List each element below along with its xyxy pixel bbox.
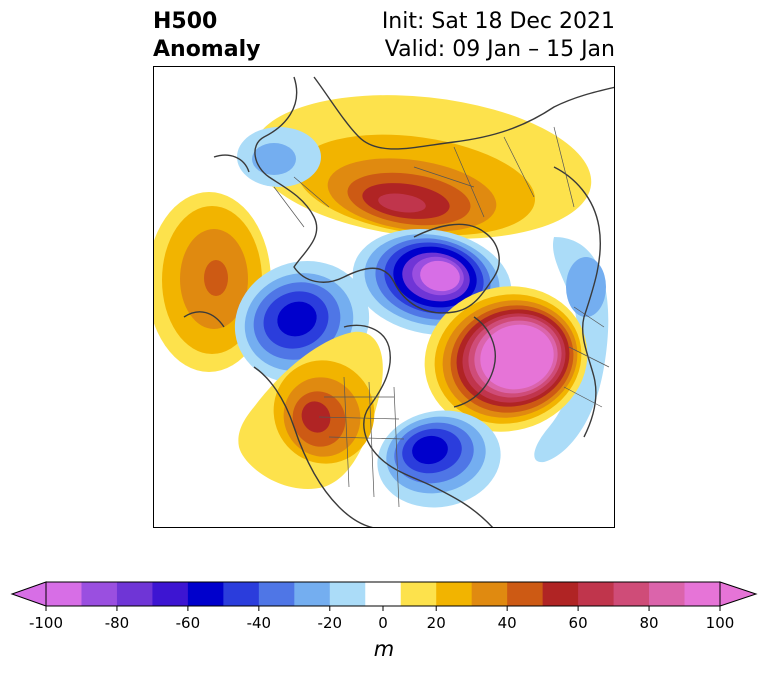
colorbar-extend-high	[719, 581, 758, 607]
colorbar-cell	[46, 582, 82, 606]
colorbar-tick-label: 80	[639, 614, 659, 632]
anomaly-map	[153, 66, 615, 528]
colorbar-cell	[152, 582, 189, 606]
colorbar-cell	[649, 582, 686, 606]
colorbar-cells	[46, 582, 721, 606]
init-time: Init: Sat 18 Dec 2021	[381, 9, 615, 34]
anomaly-greenland-positive	[424, 286, 588, 432]
colorbar-cell	[258, 582, 295, 606]
colorbar-tick-label: 0	[378, 614, 388, 632]
colorbar-tick-label: 100	[705, 614, 735, 632]
colorbar-cell	[542, 582, 579, 606]
colorbar-cell	[81, 582, 118, 606]
time-info: Init: Sat 18 Dec 2021 Valid: 09 Jan – 15…	[382, 8, 615, 64]
colorbar-tick-label: 40	[497, 614, 517, 632]
valid-period: Valid: 09 Jan – 15 Jan	[384, 37, 615, 62]
colorbar-tick-label: -40	[246, 614, 272, 632]
anomaly-siberia-positive	[252, 95, 592, 239]
colorbar-tick-label: -100	[28, 614, 64, 632]
colorbar-cell	[400, 582, 437, 606]
colorbar-cell	[578, 582, 615, 606]
colorbar	[10, 581, 758, 611]
colorbar-cell	[223, 582, 260, 606]
colorbar-tick-label: -20	[317, 614, 343, 632]
colorbar-units-label: m	[373, 637, 395, 661]
colorbar-cell	[365, 582, 402, 606]
colorbar-cell	[436, 582, 473, 606]
colorbar-cell	[684, 582, 721, 606]
colorbar-tick-label: -60	[175, 614, 201, 632]
anomaly-eastern-us-negative	[377, 410, 501, 508]
product-title-line2: Anomaly	[153, 37, 261, 62]
colorbar-cell	[294, 582, 331, 606]
product-title-line1: H500	[153, 9, 218, 34]
colorbar-cell	[507, 582, 544, 606]
colorbar-cell	[116, 582, 153, 606]
colorbar-cell	[187, 582, 224, 606]
colorbar-tick-label: -80	[104, 614, 130, 632]
colorbar-tick-label: 20	[426, 614, 446, 632]
colorbar-ticks	[45, 606, 721, 611]
colorbar-tick-label: 60	[568, 614, 588, 632]
colorbar-cell	[471, 582, 508, 606]
product-title: H500 Anomaly	[153, 8, 260, 64]
colorbar-extend-low	[10, 581, 47, 607]
country-borders	[273, 126, 610, 508]
anomaly-map-canvas	[154, 76, 614, 527]
anomaly-east-asia-negative	[237, 127, 321, 187]
colorbar-cell	[329, 582, 366, 606]
coastlines	[183, 76, 614, 527]
colorbar-cell	[613, 582, 650, 606]
anomaly-europe-negative	[534, 237, 609, 463]
